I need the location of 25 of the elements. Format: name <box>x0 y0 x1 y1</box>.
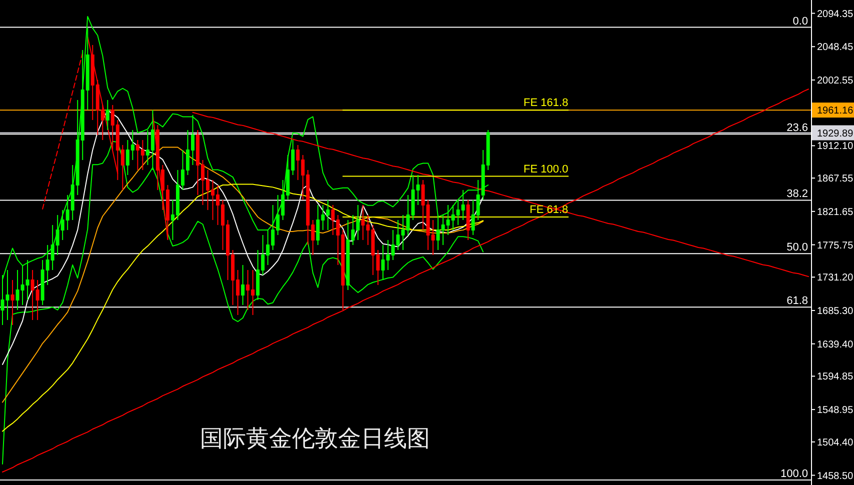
y-tick-label: 2094.35 <box>817 8 854 20</box>
annotation: 0.0 <box>792 15 808 28</box>
y-tick-label: 1775.75 <box>817 240 854 252</box>
y-tick-label: 1685.30 <box>817 306 854 317</box>
y-tick-label: 1867.55 <box>817 174 854 185</box>
annotation: 38.2 <box>786 188 808 200</box>
y-tick-label: 1731.20 <box>817 272 854 284</box>
y-tick-label: 1639.40 <box>817 339 854 350</box>
ref-label: 1929.89 <box>817 128 854 140</box>
annotation: 23.6 <box>786 122 808 134</box>
y-tick-label: 1594.85 <box>817 372 854 383</box>
series-label: FE 161.8 <box>524 97 568 110</box>
y-tick-label: 2002.55 <box>817 76 854 86</box>
y-tick-label: 1548.95 <box>817 405 854 416</box>
y-tick-label: 1821.65 <box>817 206 854 218</box>
y-tick-label: 2048.45 <box>817 42 854 54</box>
annotation: 61.8 <box>786 295 808 308</box>
y-tick-label: 1504.40 <box>817 437 854 448</box>
annotation: 50.0 <box>786 242 808 254</box>
ref-label: 1961.16 <box>817 106 854 117</box>
annotation: 100.0 <box>780 468 808 480</box>
series-label: FE 100.0 <box>524 163 568 176</box>
y-tick-label: 1912.10 <box>817 141 854 152</box>
y-tick-label: 1458.50 <box>817 470 854 482</box>
title: 国际黄金伦敦金日线图 <box>200 425 430 451</box>
